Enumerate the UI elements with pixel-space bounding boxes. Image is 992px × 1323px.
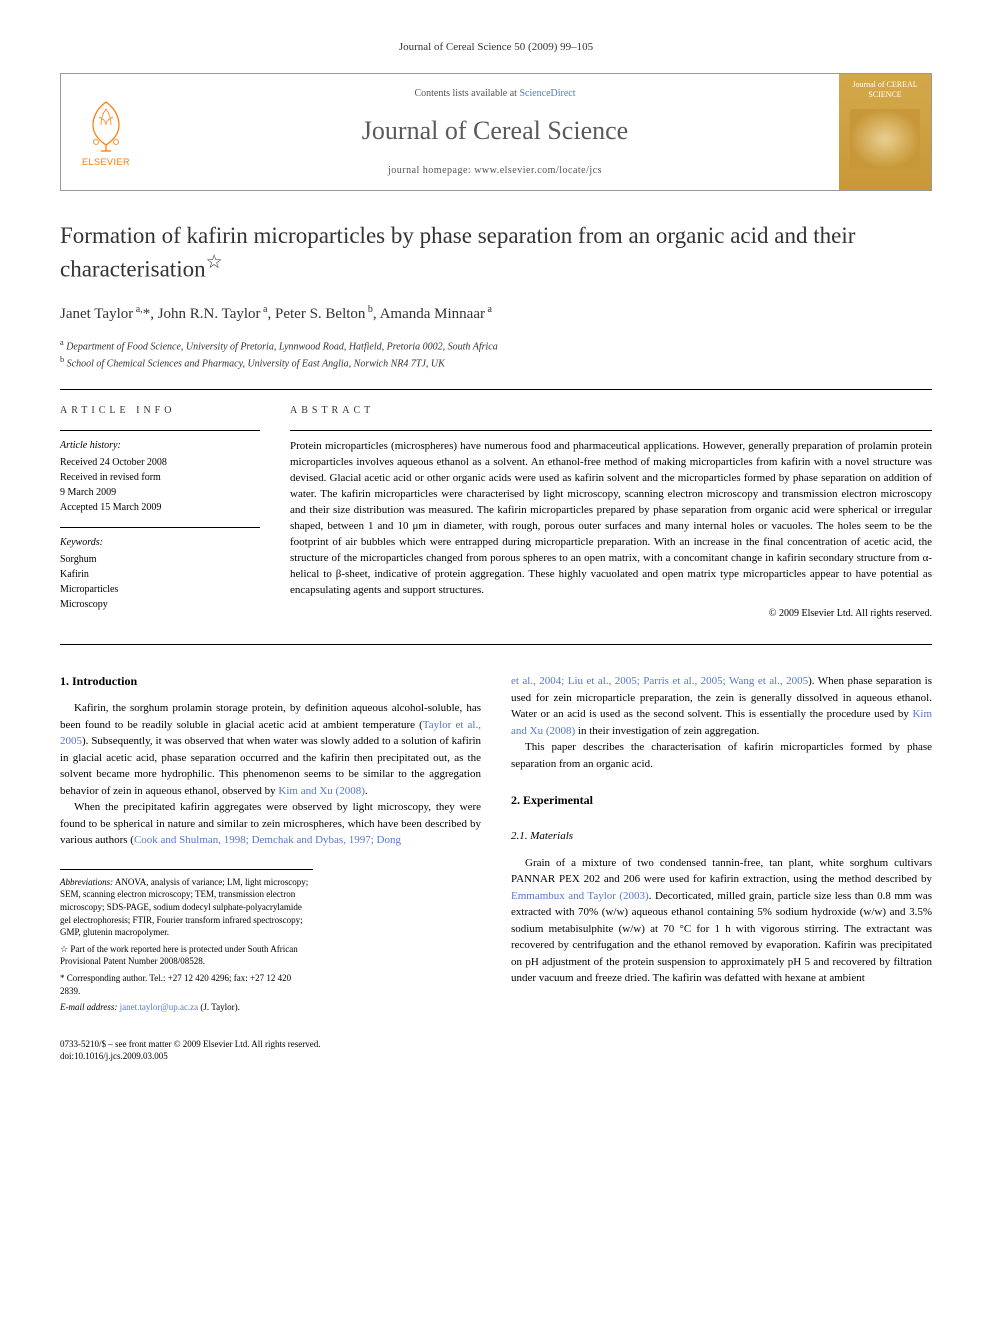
article-history-text: Received 24 October 2008Received in revi… (60, 455, 260, 515)
footnotes-block: Abbreviations: ANOVA, analysis of varian… (60, 869, 313, 1014)
section-heading-introduction: 1. Introduction (60, 673, 481, 690)
citation-link[interactable]: Emmambux and Taylor (2003) (511, 890, 649, 902)
keywords-text: SorghumKafirinMicroparticlesMicroscopy (60, 552, 260, 612)
cover-title: Journal of CEREAL SCIENCE (843, 80, 927, 99)
intro-paragraph-2-continued: et al., 2004; Liu et al., 2005; Parris e… (511, 673, 932, 739)
abstract-column: ABSTRACT Protein microparticles (microsp… (290, 404, 932, 624)
footnote-text: (J. Taylor). (198, 1002, 240, 1012)
citation-link[interactable]: Kim and Xu (2008) (278, 785, 364, 797)
article-title-text: Formation of kafirin microparticles by p… (60, 223, 855, 282)
text-span: Grain of a mixture of two condensed tann… (511, 857, 932, 886)
email-link[interactable]: janet.taylor@up.ac.za (117, 1002, 198, 1012)
footnote-email: E-mail address: janet.taylor@up.ac.za (J… (60, 1001, 313, 1014)
abstract-copyright: © 2009 Elsevier Ltd. All rights reserved… (290, 607, 932, 621)
keywords-label: Keywords: (60, 536, 260, 550)
homepage-prefix: journal homepage: (388, 165, 474, 176)
abstract-heading: ABSTRACT (290, 404, 932, 418)
contents-prefix: Contents lists available at (414, 88, 519, 99)
footer-doi: doi:10.1016/j.jcs.2009.03.005 (60, 1050, 481, 1063)
article-info-heading: ARTICLE INFO (60, 404, 260, 418)
right-column: et al., 2004; Liu et al., 2005; Parris e… (511, 673, 932, 1062)
footnote-patent: ☆ Part of the work reported here is prot… (60, 943, 313, 968)
abstract-text: Protein microparticles (microspheres) ha… (290, 439, 932, 598)
intro-paragraph-3: This paper describes the characterisatio… (511, 739, 932, 772)
article-history-label: Article history: (60, 439, 260, 453)
footnote-label: E-mail address: (60, 1002, 117, 1012)
footnote-label: Abbreviations: (60, 877, 113, 887)
article-info-column: ARTICLE INFO Article history: Received 2… (60, 404, 260, 624)
affiliation-line: b School of Chemical Sciences and Pharma… (60, 354, 932, 371)
elsevier-tree-icon (81, 97, 131, 152)
footer-copyright: 0733-5210/$ – see front matter © 2009 El… (60, 1038, 481, 1051)
materials-paragraph: Grain of a mixture of two condensed tann… (511, 855, 932, 987)
citation-link[interactable]: et al., 2004; Liu et al., 2005; Parris e… (511, 675, 808, 687)
masthead: ELSEVIER Contents lists available at Sci… (60, 73, 932, 191)
publisher-logo-block: ELSEVIER (61, 74, 151, 190)
text-span: in their investigation of zein aggregati… (575, 725, 759, 737)
citation-link[interactable]: Cook and Shulman, 1998; Demchak and Dyba… (134, 834, 401, 846)
footnote-abbreviations: Abbreviations: ANOVA, analysis of varian… (60, 876, 313, 939)
text-span: . Decorticated, milled grain, particle s… (511, 890, 932, 985)
affiliations: a Department of Food Science, University… (60, 337, 932, 372)
divider-rule-thick (60, 644, 932, 645)
intro-paragraph-2: When the precipitated kafirin aggregates… (60, 799, 481, 849)
running-header: Journal of Cereal Science 50 (2009) 99–1… (60, 40, 932, 55)
publisher-label: ELSEVIER (82, 156, 130, 169)
journal-cover-thumbnail: Journal of CEREAL SCIENCE (839, 74, 931, 190)
intro-paragraph-1: Kafirin, the sorghum prolamin storage pr… (60, 700, 481, 799)
affiliation-line: a Department of Food Science, University… (60, 337, 932, 354)
masthead-center: Contents lists available at ScienceDirec… (151, 74, 839, 190)
contents-available-line: Contents lists available at ScienceDirec… (414, 87, 575, 101)
subsection-heading-materials: 2.1. Materials (511, 829, 932, 844)
sciencedirect-link[interactable]: ScienceDirect (519, 88, 575, 99)
info-abstract-row: ARTICLE INFO Article history: Received 2… (60, 404, 932, 624)
section-heading-experimental: 2. Experimental (511, 792, 932, 809)
homepage-url: www.elsevier.com/locate/jcs (474, 165, 602, 176)
cover-image-icon (850, 109, 920, 169)
author-list: Janet Taylor a,*, John R.N. Taylor a, Pe… (60, 303, 932, 325)
article-title: Formation of kafirin microparticles by p… (60, 221, 932, 284)
left-column: 1. Introduction Kafirin, the sorghum pro… (60, 673, 481, 1062)
title-footnote-marker: ☆ (206, 252, 223, 273)
divider-rule (60, 389, 932, 390)
body-two-columns: 1. Introduction Kafirin, the sorghum pro… (60, 673, 932, 1062)
text-span: ). Subsequently, it was observed that wh… (60, 735, 481, 797)
journal-name: Journal of Cereal Science (362, 113, 628, 149)
journal-homepage-line: journal homepage: www.elsevier.com/locat… (388, 164, 602, 178)
footnote-corresponding: * Corresponding author. Tel.: +27 12 420… (60, 972, 313, 997)
text-span: Kafirin, the sorghum prolamin storage pr… (60, 702, 481, 731)
page-footer: 0733-5210/$ – see front matter © 2009 El… (60, 1038, 481, 1063)
text-span: . (365, 785, 368, 797)
